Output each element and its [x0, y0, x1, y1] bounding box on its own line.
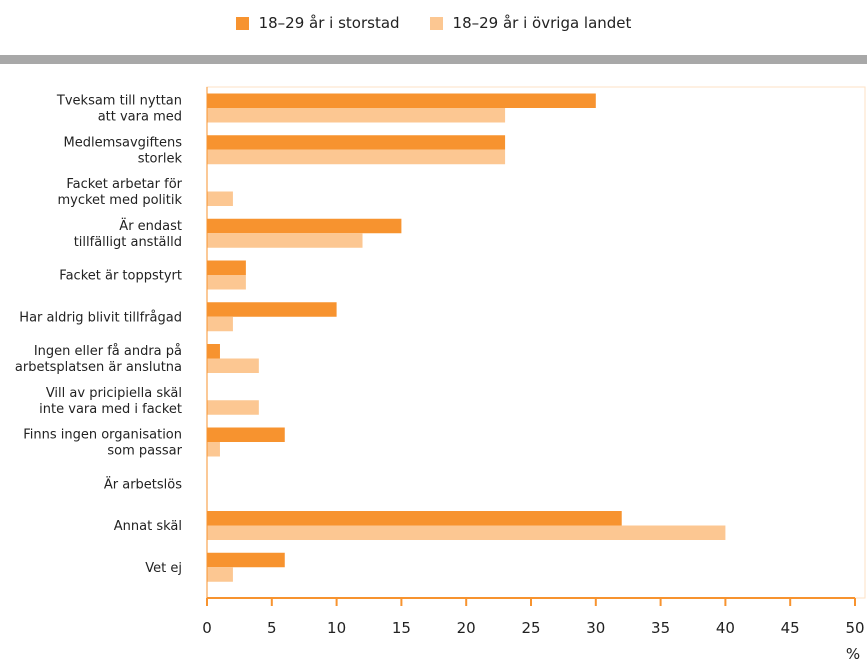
category-label-line: Är arbetslös	[104, 476, 182, 492]
bar-storstad-1	[207, 135, 506, 150]
x-tick-label-20: 20	[457, 619, 476, 637]
x-tick-label-30: 30	[586, 619, 605, 637]
bar-ovriga-8	[207, 442, 220, 457]
category-label-line: Tveksam till nyttan	[56, 94, 182, 109]
x-tick-label-40: 40	[716, 619, 735, 637]
x-tick-label-0: 0	[202, 619, 212, 637]
category-label-line: Vet ej	[145, 561, 182, 576]
legend-swatch-ovriga	[429, 16, 443, 30]
bar-ovriga-11	[207, 567, 233, 582]
x-tick-label-50: 50	[845, 619, 864, 637]
bar-ovriga-3	[207, 233, 363, 248]
category-label-11: Vet ej	[145, 561, 182, 576]
x-axis-unit: %	[846, 645, 860, 663]
x-tick-label-15: 15	[392, 619, 411, 637]
bar-storstad-0	[207, 93, 596, 108]
category-label-0: Tveksam till nyttan att vara med	[56, 94, 182, 125]
category-label-6: Ingen eller få andra på arbetsplatsen är …	[15, 344, 182, 375]
category-label-9: Är arbetslös	[104, 476, 182, 492]
category-label-line: Ingen eller få andra på	[34, 344, 182, 359]
bar-ovriga-4	[207, 275, 246, 290]
header-divider	[0, 55, 867, 64]
legend-label-ovriga: 18–29 år i övriga landet	[452, 14, 632, 32]
category-label-line: Facket är toppstyrt	[59, 269, 182, 284]
category-label-line: som passar	[107, 444, 182, 459]
bar-ovriga-0	[207, 108, 506, 123]
x-tick-label-5: 5	[267, 619, 277, 637]
x-tick-label-25: 25	[521, 619, 540, 637]
legend-swatch-storstad	[235, 16, 249, 30]
bar-storstad-5	[207, 302, 337, 317]
bar-ovriga-6	[207, 358, 259, 373]
category-label-10: Annat skäl	[114, 519, 182, 534]
category-label-3: Är endast tillfälligt anställd	[74, 218, 182, 250]
chart-legend: 18–29 år i storstad 18–29 år i övriga la…	[0, 14, 867, 32]
category-label-line: tillfälligt anställd	[74, 235, 182, 250]
x-tick-label-45: 45	[781, 619, 800, 637]
category-label-line: Är endast	[119, 218, 182, 234]
category-label-line: storlek	[138, 151, 183, 166]
category-label-line: Facket arbetar för	[66, 177, 182, 192]
category-label-line: arbetsplatsen är anslutna	[15, 360, 182, 375]
category-label-line: Annat skäl	[114, 519, 182, 534]
bar-ovriga-1	[207, 149, 506, 165]
bar-storstad-4	[207, 260, 246, 275]
category-label-line: inte vara med i facket	[39, 402, 182, 417]
bar-ovriga-2	[207, 191, 233, 206]
category-label-line: Vill av pricipiella skäl	[46, 386, 182, 401]
category-label-line: Har aldrig blivit tillfrågad	[19, 310, 182, 325]
legend-item-storstad: 18–29 år i storstad	[235, 14, 400, 32]
category-label-7: Vill av pricipiella skäl inte vara med i …	[39, 386, 182, 417]
bar-storstad-11	[207, 552, 285, 568]
bar-ovriga-5	[207, 316, 233, 332]
category-label-line: Finns ingen organisation	[23, 428, 182, 443]
category-label-2: Facket arbetar för mycket med politik	[57, 177, 182, 208]
bar-storstad-6	[207, 344, 220, 359]
x-tick-label-10: 10	[327, 619, 346, 637]
category-label-5: Har aldrig blivit tillfrågad	[19, 310, 182, 325]
bar-ovriga-7	[207, 400, 259, 415]
category-label-8: Finns ingen organisation som passar	[23, 428, 182, 459]
category-label-1: Medlemsavgiftens storlek	[64, 135, 183, 166]
bar-storstad-3	[207, 218, 402, 234]
legend-item-ovriga: 18–29 år i övriga landet	[429, 14, 632, 32]
bar-storstad-8	[207, 427, 285, 442]
bar-storstad-10	[207, 511, 622, 526]
category-label-4: Facket är toppstyrt	[59, 269, 182, 284]
x-tick-label-35: 35	[651, 619, 670, 637]
legend-label-storstad: 18–29 år i storstad	[258, 14, 400, 32]
category-label-line: mycket med politik	[57, 193, 182, 208]
bar-ovriga-10	[207, 525, 726, 540]
category-label-line: Medlemsavgiftens	[64, 135, 183, 150]
category-label-line: att vara med	[98, 110, 182, 125]
